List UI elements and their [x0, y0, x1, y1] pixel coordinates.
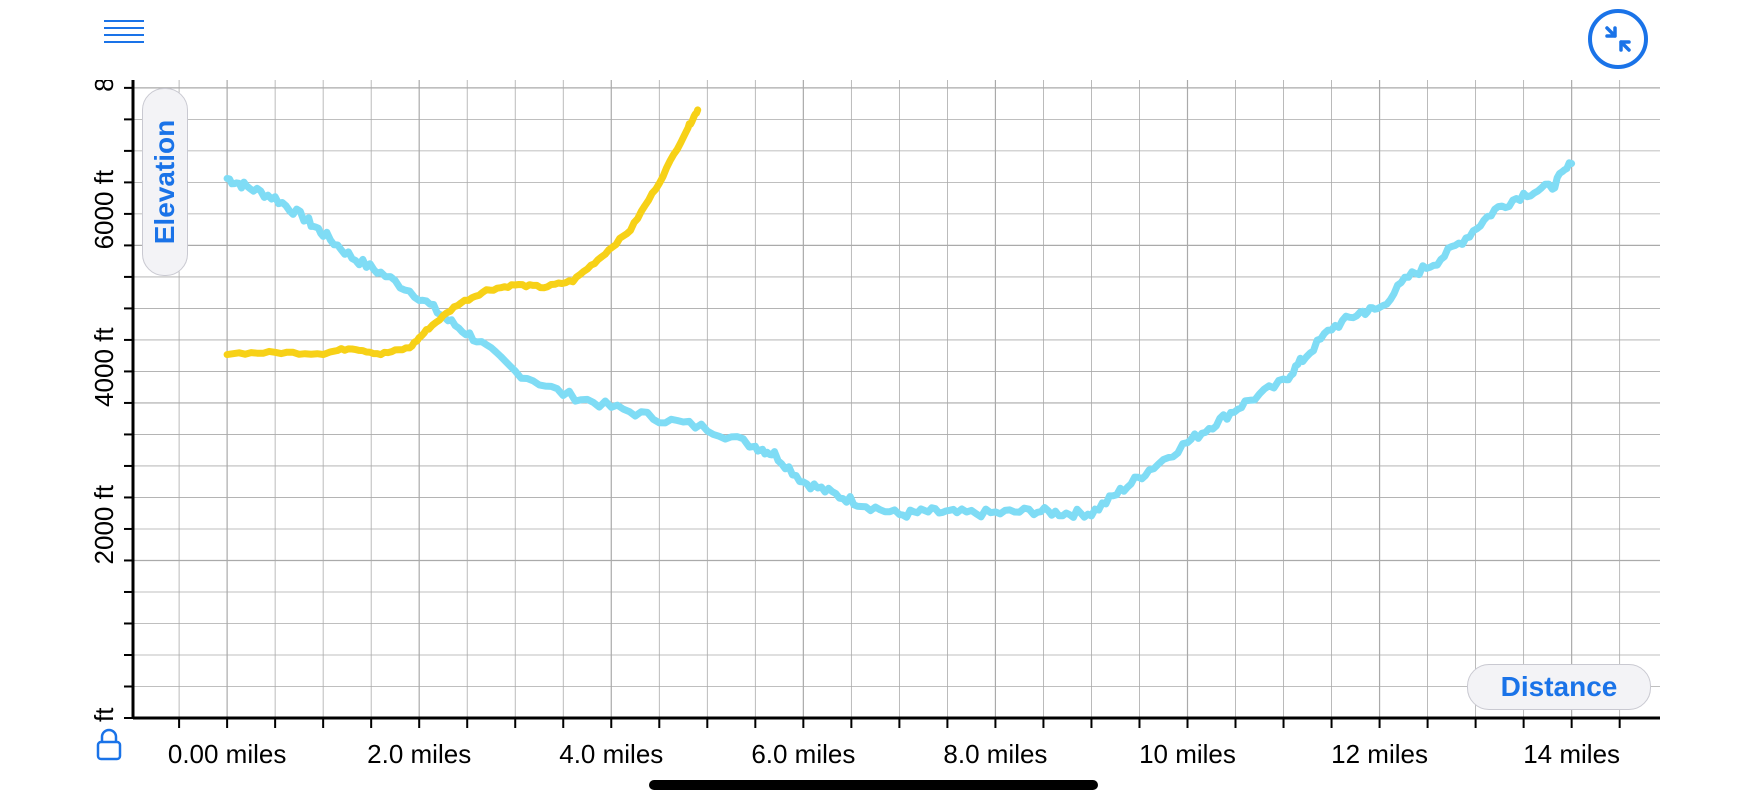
elevation-axis-button[interactable]: Elevation — [142, 88, 188, 276]
collapse-icon[interactable] — [1587, 8, 1649, 70]
series-layer — [223, 106, 1576, 521]
grid — [133, 80, 1660, 719]
y-tick-label: 4000 ft — [89, 327, 119, 407]
x-tick-label: 14 miles — [1523, 739, 1620, 769]
series-line — [223, 159, 1576, 521]
x-tick-label: 6.0 miles — [751, 739, 855, 769]
tick-labels: 0.00 miles 2.0 miles 4.0 miles 6.0 miles 8.0… — [89, 12, 1620, 769]
x-tick-label: 0.00 miles — [168, 739, 287, 769]
y-tick-label: 2000 ft — [89, 484, 119, 564]
distance-axis-button[interactable]: Distance — [1467, 664, 1651, 710]
x-tick-label: 2.0 miles — [367, 739, 471, 769]
x-tick-label: 10 miles — [1139, 739, 1236, 769]
x-tick-label: 12 miles — [1331, 739, 1428, 769]
y-tick-label: 6000 ft — [89, 169, 119, 249]
lock-icon[interactable] — [96, 727, 122, 761]
x-tick-label: 4.0 miles — [559, 739, 663, 769]
y-tick-label: 8000 ft — [89, 12, 119, 92]
home-indicator — [649, 780, 1098, 790]
y-tick-label: ft — [89, 707, 119, 722]
axes — [124, 80, 1660, 728]
series-line — [223, 106, 702, 359]
distance-axis-label: Distance — [1500, 671, 1618, 702]
elevation-axis-label: Elevation — [149, 119, 181, 245]
x-tick-label: 8.0 miles — [943, 739, 1047, 769]
y-tick-labels: ft 2000 ft 4000 ft 6000 ft 8000 ft — [89, 12, 119, 722]
menu-button[interactable] — [104, 20, 144, 56]
